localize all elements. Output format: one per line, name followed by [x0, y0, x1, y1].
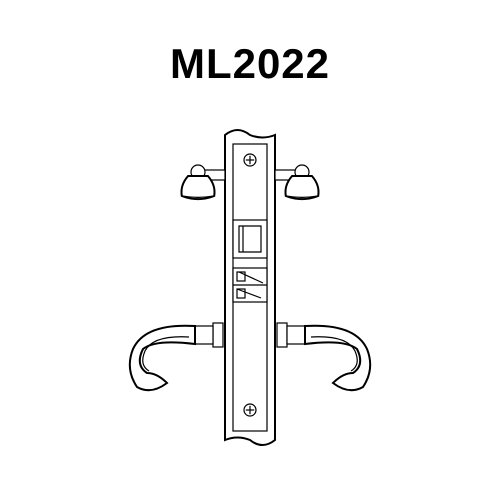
key-cylinder-left	[181, 176, 214, 199]
latch-bolt	[239, 226, 261, 252]
lever-handle-right	[305, 326, 370, 391]
lever-handle-left	[130, 326, 195, 391]
lever-rose-left	[213, 323, 223, 347]
lever-rose-right	[277, 323, 287, 347]
key-cylinder-right	[285, 176, 318, 199]
lockset-diagram	[0, 0, 500, 500]
